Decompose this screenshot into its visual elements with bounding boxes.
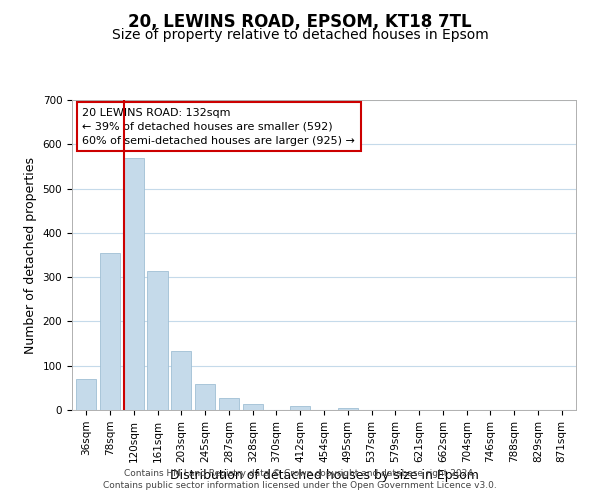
Bar xyxy=(171,351,191,410)
Bar xyxy=(290,406,310,410)
Text: Contains public sector information licensed under the Open Government Licence v3: Contains public sector information licen… xyxy=(103,481,497,490)
Text: 20, LEWINS ROAD, EPSOM, KT18 7TL: 20, LEWINS ROAD, EPSOM, KT18 7TL xyxy=(128,12,472,30)
Bar xyxy=(195,384,215,410)
Bar xyxy=(100,253,120,410)
Text: 20 LEWINS ROAD: 132sqm
← 39% of detached houses are smaller (592)
60% of semi-de: 20 LEWINS ROAD: 132sqm ← 39% of detached… xyxy=(82,108,355,146)
Bar xyxy=(338,408,358,410)
Bar xyxy=(242,404,263,410)
Y-axis label: Number of detached properties: Number of detached properties xyxy=(24,156,37,354)
X-axis label: Distribution of detached houses by size in Epsom: Distribution of detached houses by size … xyxy=(170,469,478,482)
Bar xyxy=(124,158,144,410)
Text: Size of property relative to detached houses in Epsom: Size of property relative to detached ho… xyxy=(112,28,488,42)
Bar xyxy=(76,379,97,410)
Text: Contains HM Land Registry data © Crown copyright and database right 2024.: Contains HM Land Registry data © Crown c… xyxy=(124,468,476,477)
Bar xyxy=(148,272,167,410)
Bar xyxy=(219,398,239,410)
